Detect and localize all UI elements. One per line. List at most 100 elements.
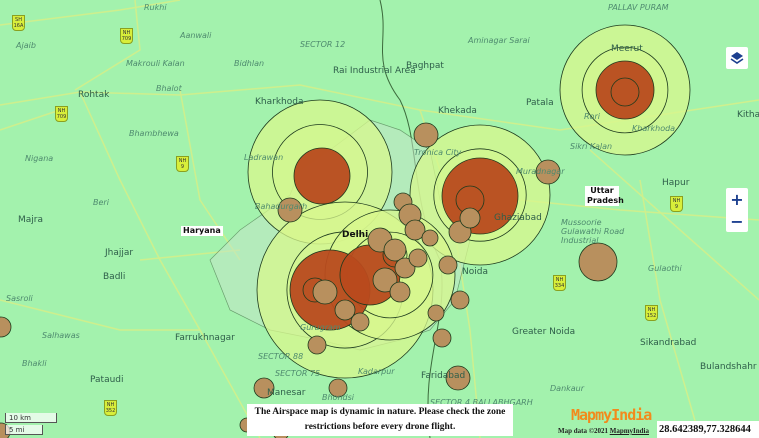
place-label-tronica: Tronica City [414, 148, 462, 157]
state-label-haryana: Haryana [181, 226, 223, 236]
place-label-rori: Rori [584, 112, 600, 121]
zoom-in-button[interactable]: + [730, 189, 744, 209]
place-label-dankaur: Dankaur [550, 384, 585, 393]
place-label-aminagar: Aminagar Sarai [468, 36, 530, 45]
airfield-zone[interactable] [578, 242, 618, 282]
place-label-sector88: SECTOR 88 [258, 352, 304, 361]
airfield-zone[interactable] [413, 122, 439, 148]
highway-marker: NH 709 [120, 28, 133, 44]
place-label-gulaothi: Gulaothi [648, 264, 682, 273]
highway-marker: NH 352 [104, 400, 117, 416]
airfield-zone[interactable] [432, 328, 452, 348]
place-label-badli: Badli [103, 272, 126, 282]
place-label-bhondsi: Bhondsi [322, 393, 354, 402]
airfield-zone[interactable] [450, 290, 470, 310]
place-label-bhambhewa: Bhambhewa [129, 129, 179, 138]
place-label-rukhi: Rukhi [144, 3, 167, 12]
scale-metric: 10 km [5, 413, 57, 423]
airfield-zone[interactable] [427, 304, 445, 322]
place-label-salhawas: Salhawas [42, 331, 80, 340]
layers-button[interactable] [726, 47, 748, 69]
zoom-control: + − [726, 188, 748, 232]
zoom-out-button[interactable]: − [730, 211, 744, 231]
airfield-zone[interactable] [328, 378, 348, 398]
place-label-sasroli: Sasroli [6, 294, 33, 303]
place-label-bahadurgarh: Bahadurgarh [255, 202, 308, 211]
attribution-link[interactable]: MapmyIndia [609, 427, 650, 435]
place-label-meerut: Meerut [611, 44, 643, 54]
place-label-nigana: Nigana [25, 154, 54, 163]
place-label-sikandrabad: Sikandrabad [640, 338, 697, 348]
airfield-zone[interactable] [408, 248, 428, 268]
airfield-zone[interactable] [535, 159, 561, 185]
place-label-jhajjar: Jhajjar [105, 248, 134, 258]
place-label-rohtak: Rohtak [78, 90, 110, 100]
place-label-greaternoida: Greater Noida [512, 327, 576, 337]
airfield-zone[interactable] [383, 238, 407, 262]
place-label-kadarpur: Kadarpur [358, 367, 395, 376]
place-label-hapur: Hapur [662, 178, 690, 188]
airspace-notice: The Airspace map is dynamic in nature. P… [247, 404, 513, 436]
place-label-muradnagar: Muradnagar [516, 167, 565, 176]
place-label-bhakli: Bhakli [22, 359, 47, 368]
place-label-sector12: SECTOR 12 [300, 40, 346, 49]
place-label-faridabad: Faridabad [421, 371, 466, 381]
place-label-kharkhoda: Kharkhoda [255, 97, 304, 107]
place-label-aanwali: Aanwali [180, 31, 212, 40]
highway-marker: NH 9 [176, 156, 189, 172]
airfield-zone[interactable] [389, 281, 411, 303]
notice-line-1: The Airspace map is dynamic in nature. P… [254, 407, 506, 417]
place-label-ajaib: Ajaib [16, 41, 36, 50]
airfield-zone[interactable] [459, 207, 481, 229]
airfield-zone[interactable] [253, 377, 275, 399]
airfield-zone[interactable] [394, 257, 416, 279]
notice-line-2: restrictions before every drone flight. [304, 422, 456, 432]
place-label-bhalot: Bhalot [156, 84, 182, 93]
place-label-khekada: Khekada [438, 106, 477, 116]
airfield-zone[interactable] [445, 365, 471, 391]
place-label-ballabhgarh: SECTOR 4 BALLABHGARH [430, 398, 533, 407]
place-label-bidhlan: Bidhlan [234, 59, 265, 68]
place-label-noida: Noida [462, 267, 488, 277]
place-label-majra: Majra [18, 215, 43, 225]
place-label-kharkhoda2: Kharkhoda [632, 124, 676, 133]
airfield-zone[interactable] [438, 255, 458, 275]
attribution-text: Map data ©2021 [558, 427, 610, 435]
airfield-zone[interactable] [421, 229, 439, 247]
layers-icon [730, 52, 744, 64]
place-label-gurugram: Gurugram [300, 323, 341, 332]
highway-marker: NH 334 [553, 275, 566, 291]
restricted-boundary[interactable] [610, 77, 640, 107]
red-zone[interactable] [595, 60, 655, 120]
highway-marker: NH 9 [670, 196, 683, 212]
mapmyindia-logo: MapmyIndia [571, 406, 652, 424]
place-label-kithaur: Kitha [737, 110, 759, 120]
airfield-zone[interactable] [312, 279, 338, 305]
airfield-zone[interactable] [277, 197, 303, 223]
highway-marker: NH 152 [645, 305, 658, 321]
map-attribution: Map data ©2021 MapmyIndia [558, 427, 649, 435]
highway-marker: SH 16A [12, 15, 25, 31]
airfield-zone[interactable] [307, 335, 327, 355]
scale-imperial: 5 mi [5, 425, 43, 435]
place-label-manesar: Manesar [267, 388, 306, 398]
place-label-farrukhnagar: Farrukhnagar [175, 333, 235, 343]
place-label-makrouli: Makrouli Kalan [126, 59, 185, 68]
airfield-zone[interactable] [404, 219, 426, 241]
state-label-up: Uttar Pradesh [585, 186, 624, 206]
airfield-zone[interactable] [350, 312, 370, 332]
place-label-mussoorie: Mussoorie Gulawathi Road Industrial [561, 218, 625, 245]
place-label-baghpat: Baghpat [406, 61, 444, 71]
place-label-beri: Beri [93, 198, 109, 207]
airfield-zone[interactable] [0, 316, 12, 338]
airfield-zone[interactable] [334, 299, 356, 321]
place-label-patala: Patala [526, 98, 554, 108]
state-label-delhi: Delhi [342, 230, 369, 240]
place-label-sikri: Sikri Kalan [570, 142, 613, 151]
airfield-zone[interactable] [372, 267, 398, 293]
highway-marker: NH 709 [55, 106, 68, 122]
coordinates-readout: 28.642389,77.328644 [657, 421, 759, 438]
red-zone[interactable] [293, 147, 351, 205]
place-label-ladrawan: Ladrawan [244, 153, 284, 162]
